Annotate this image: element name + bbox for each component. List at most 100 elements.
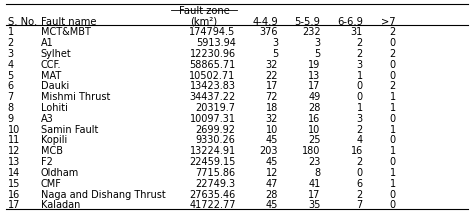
Text: 15: 15 — [8, 179, 20, 189]
Text: 5: 5 — [272, 49, 278, 59]
Text: Naga and Dishang Thrust: Naga and Dishang Thrust — [40, 190, 165, 200]
Text: 0: 0 — [390, 71, 396, 81]
Text: 8: 8 — [314, 168, 320, 178]
Text: 0: 0 — [390, 136, 396, 145]
Text: 2: 2 — [390, 49, 396, 59]
Text: 13423.83: 13423.83 — [190, 81, 236, 91]
Text: 17: 17 — [265, 81, 278, 91]
Text: 0: 0 — [390, 157, 396, 167]
Text: 6: 6 — [8, 81, 14, 91]
Text: CMF: CMF — [40, 179, 61, 189]
Text: 0: 0 — [390, 114, 396, 124]
Text: 32: 32 — [265, 60, 278, 70]
Text: 10097.31: 10097.31 — [190, 114, 236, 124]
Text: 25: 25 — [308, 136, 320, 145]
Text: 4: 4 — [8, 60, 14, 70]
Text: Mishmi Thrust: Mishmi Thrust — [40, 92, 110, 102]
Text: 22459.15: 22459.15 — [189, 157, 236, 167]
Text: F2: F2 — [40, 157, 52, 167]
Text: Lohiti: Lohiti — [40, 103, 67, 113]
Text: 0: 0 — [390, 200, 396, 210]
Text: 31: 31 — [351, 27, 363, 37]
Text: Dauki: Dauki — [40, 81, 69, 91]
Text: 22: 22 — [265, 71, 278, 81]
Text: 8: 8 — [8, 103, 14, 113]
Text: 2: 2 — [356, 38, 363, 48]
Text: 376: 376 — [259, 27, 278, 37]
Text: 13: 13 — [8, 157, 20, 167]
Text: 28: 28 — [265, 190, 278, 200]
Text: 17: 17 — [308, 190, 320, 200]
Text: 16: 16 — [8, 190, 20, 200]
Text: 10: 10 — [8, 125, 20, 135]
Text: A1: A1 — [40, 38, 53, 48]
Text: 32: 32 — [265, 114, 278, 124]
Text: 6: 6 — [357, 179, 363, 189]
Text: 1: 1 — [390, 92, 396, 102]
Text: 5913.94: 5913.94 — [196, 38, 236, 48]
Text: 2699.92: 2699.92 — [196, 125, 236, 135]
Text: MAT: MAT — [40, 71, 61, 81]
Text: 45: 45 — [265, 157, 278, 167]
Text: 10502.71: 10502.71 — [189, 71, 236, 81]
Text: 6-6.9: 6-6.9 — [337, 17, 363, 27]
Text: 41: 41 — [308, 179, 320, 189]
Text: A3: A3 — [40, 114, 53, 124]
Text: MCT&MBT: MCT&MBT — [40, 27, 91, 37]
Text: 174794.5: 174794.5 — [189, 27, 236, 37]
Text: 22749.3: 22749.3 — [195, 179, 236, 189]
Text: Kaladan: Kaladan — [40, 200, 80, 210]
Text: 1: 1 — [390, 103, 396, 113]
Text: 45: 45 — [265, 136, 278, 145]
Text: 7715.86: 7715.86 — [195, 168, 236, 178]
Text: >7: >7 — [381, 17, 396, 27]
Text: 13: 13 — [308, 71, 320, 81]
Text: 1: 1 — [8, 27, 14, 37]
Text: (km²): (km²) — [191, 17, 218, 27]
Text: 2: 2 — [390, 27, 396, 37]
Text: 7: 7 — [356, 200, 363, 210]
Text: 4-4.9: 4-4.9 — [252, 17, 278, 27]
Text: Samin Fault: Samin Fault — [40, 125, 98, 135]
Text: 0: 0 — [357, 168, 363, 178]
Text: 4: 4 — [357, 136, 363, 145]
Text: 1: 1 — [357, 71, 363, 81]
Text: 16: 16 — [351, 146, 363, 156]
Text: 17: 17 — [8, 200, 20, 210]
Text: S. No.: S. No. — [8, 17, 37, 27]
Text: 28: 28 — [308, 103, 320, 113]
Text: 45: 45 — [265, 200, 278, 210]
Text: 72: 72 — [265, 92, 278, 102]
Text: Oldham: Oldham — [40, 168, 79, 178]
Text: 41722.77: 41722.77 — [189, 200, 236, 210]
Text: 11: 11 — [8, 136, 20, 145]
Text: 19: 19 — [308, 60, 320, 70]
Text: 14: 14 — [8, 168, 20, 178]
Text: 1: 1 — [390, 168, 396, 178]
Text: 20319.7: 20319.7 — [196, 103, 236, 113]
Text: 9330.26: 9330.26 — [196, 136, 236, 145]
Text: MCB: MCB — [40, 146, 63, 156]
Text: 18: 18 — [266, 103, 278, 113]
Text: 16: 16 — [308, 114, 320, 124]
Text: 232: 232 — [302, 27, 320, 37]
Text: 49: 49 — [308, 92, 320, 102]
Text: 2: 2 — [356, 125, 363, 135]
Text: 10: 10 — [266, 125, 278, 135]
Text: 35: 35 — [308, 200, 320, 210]
Text: Kopili: Kopili — [40, 136, 67, 145]
Text: 3: 3 — [8, 49, 14, 59]
Text: 5-5.9: 5-5.9 — [294, 17, 320, 27]
Text: 13224.91: 13224.91 — [190, 146, 236, 156]
Text: 0: 0 — [390, 60, 396, 70]
Text: 5: 5 — [8, 71, 14, 81]
Text: 2: 2 — [356, 157, 363, 167]
Text: 2: 2 — [390, 81, 396, 91]
Text: 34437.22: 34437.22 — [189, 92, 236, 102]
Text: 1: 1 — [390, 125, 396, 135]
Text: 3: 3 — [357, 60, 363, 70]
Text: 0: 0 — [357, 92, 363, 102]
Text: 23: 23 — [308, 157, 320, 167]
Text: 12: 12 — [265, 168, 278, 178]
Text: 3: 3 — [272, 38, 278, 48]
